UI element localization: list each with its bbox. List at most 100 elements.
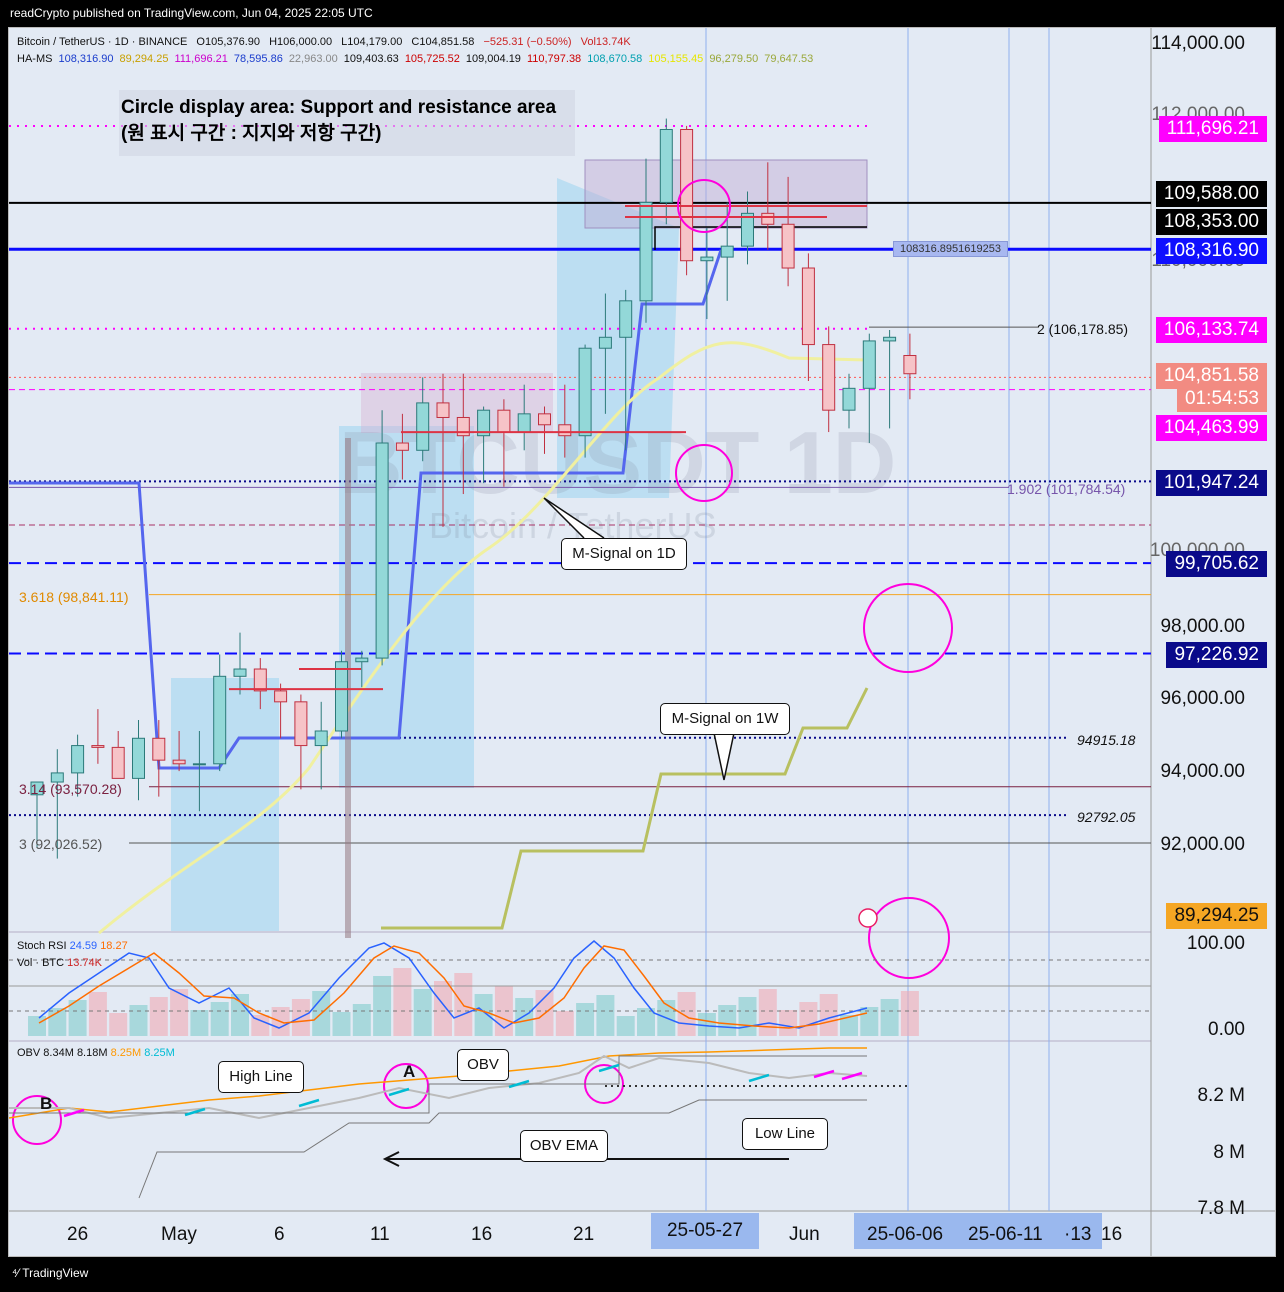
pane-divider: [9, 931, 1151, 933]
volume-bar: [28, 1016, 46, 1036]
volume-bar: [332, 1012, 351, 1036]
price-tick: 96,000.00: [1160, 688, 1245, 709]
candle-body: [842, 387, 856, 411]
ha-ms-value: 79,647.53: [764, 53, 814, 65]
ha-ms-legend[interactable]: HA-MS 108,316.90 89,294.25 111,696.21 78,595…: [17, 53, 819, 65]
fib-label-2: 2 (106,178.85): [1037, 321, 1129, 337]
candle-body: [619, 300, 633, 338]
candle-body: [497, 409, 511, 433]
candle-body: [111, 746, 125, 779]
obv-signal-tick: [298, 1098, 320, 1108]
volume-bar: [718, 1005, 737, 1036]
obv-tick: 7.8 M: [1197, 1198, 1245, 1219]
shade-area: [171, 678, 279, 931]
obv-v3: 8.25M: [110, 1047, 142, 1059]
volume-bar: [515, 998, 534, 1036]
ha-ms-value: 108,670.58: [587, 53, 643, 65]
marker-a: A: [403, 1062, 416, 1081]
volume-bar: [900, 991, 919, 1036]
brand-text: TradingView: [22, 1266, 89, 1280]
obv-signal-tick: [748, 1073, 770, 1083]
price-label-last: 104,851.58: [1155, 363, 1267, 389]
volume-bar: [149, 997, 168, 1036]
stoch-d: 18.27: [100, 940, 128, 952]
alert-icon: [858, 908, 878, 928]
obv-signal-tick: [63, 1108, 85, 1118]
volume-bar: [474, 994, 493, 1036]
candle-body: [720, 245, 734, 258]
candle-body: [416, 402, 430, 451]
volume-bar: [373, 976, 392, 1036]
candle-body: [233, 668, 247, 677]
candle-body: [761, 212, 775, 225]
callout-high-line: High Line: [218, 1061, 304, 1093]
level-flag-108316: 108316.8951619253: [893, 241, 1008, 257]
x-label: 21: [573, 1224, 595, 1245]
x-label: 16: [471, 1224, 493, 1245]
obv-tick: 8 M: [1213, 1142, 1245, 1163]
volume-bar: [88, 992, 107, 1036]
volume-bar: [109, 1013, 128, 1036]
candle-body: [639, 201, 653, 302]
volume-bar: [393, 968, 412, 1036]
price-label-99705: 99,705.62: [1166, 551, 1267, 577]
stoch-tick-0: 0.00: [1208, 1019, 1245, 1040]
stoch-k-line: [38, 940, 868, 1029]
chart-frame[interactable]: BTCUSDT 1D Bitcoin / TetherUS Bitcoin / T…: [8, 27, 1276, 1257]
volume-bar: [555, 1011, 574, 1036]
candle-body: [700, 256, 714, 262]
volume-bar: [68, 1000, 87, 1036]
shade-area: [339, 426, 474, 788]
stoch-tick-100: 100.00: [1186, 933, 1245, 954]
stoch-d-line: [38, 945, 868, 1029]
ha-ms-value: 96,279.50: [709, 53, 759, 65]
annotation-english: Circle display area: Support and resista…: [121, 97, 557, 118]
candle-body: [213, 675, 227, 765]
x-highlight-0527: 25-05-27: [651, 1213, 759, 1249]
volume-bar: [738, 997, 757, 1036]
x-label: 16: [1101, 1224, 1123, 1245]
support-resistance-circle: [868, 897, 950, 979]
candle-body: [274, 690, 288, 703]
vol-name: Vol · BTC: [17, 957, 65, 969]
symbol-header: Bitcoin / TetherUS · 1D · BINANCE O105,3…: [17, 36, 637, 48]
callout-pointer: [713, 732, 735, 781]
candle-body: [903, 355, 917, 375]
price-tick: 92,000.00: [1160, 834, 1245, 855]
publish-caption: readCrypto published on TradingView.com,…: [10, 6, 373, 20]
candle-body: [558, 424, 572, 437]
candle-body: [883, 336, 897, 342]
volume-bar: [779, 1010, 798, 1036]
obv-signal-tick: [598, 1063, 620, 1073]
price-label-108353: 108,353.00: [1155, 209, 1267, 235]
callout-obv-ema: OBV EMA: [520, 1130, 608, 1162]
stoch-name: Stoch RSI: [17, 940, 67, 952]
x-label: 26: [67, 1224, 89, 1245]
volume-bar: [697, 1013, 716, 1036]
support-resistance-circle: [12, 1095, 62, 1145]
candle-body: [172, 759, 186, 765]
candle-body: [395, 442, 409, 451]
candle-body: [598, 336, 612, 349]
fib-label-3618: 3.618 (98,841.11): [19, 589, 129, 605]
ohlc-open: O105,376.90: [196, 36, 261, 48]
callout-m-signal-1d: M-Signal on 1D: [561, 538, 687, 570]
candle-body: [477, 409, 491, 437]
ha-ms-value: 109,403.63: [343, 53, 399, 65]
price-label-111696: 111,696.21: [1158, 116, 1267, 142]
level-94915: 94915.18: [1077, 732, 1136, 748]
volume-bar: [129, 1005, 148, 1036]
support-resistance-circle: [677, 179, 731, 233]
volume-bar: [190, 1010, 209, 1036]
pane-divider: [9, 1040, 1151, 1042]
obv-v4: 8.25M: [144, 1047, 175, 1059]
x-label: May: [161, 1224, 197, 1245]
candle-body: [517, 413, 531, 433]
candle-body: [801, 267, 815, 346]
x-highlight-0611: 25-06-11: [968, 1224, 1043, 1245]
candle-body: [132, 737, 145, 779]
fib-label-1902: 1.902 (101,784.54): [1007, 481, 1126, 497]
ha-ms-line: [9, 249, 723, 770]
volume-bar: [434, 981, 452, 1036]
